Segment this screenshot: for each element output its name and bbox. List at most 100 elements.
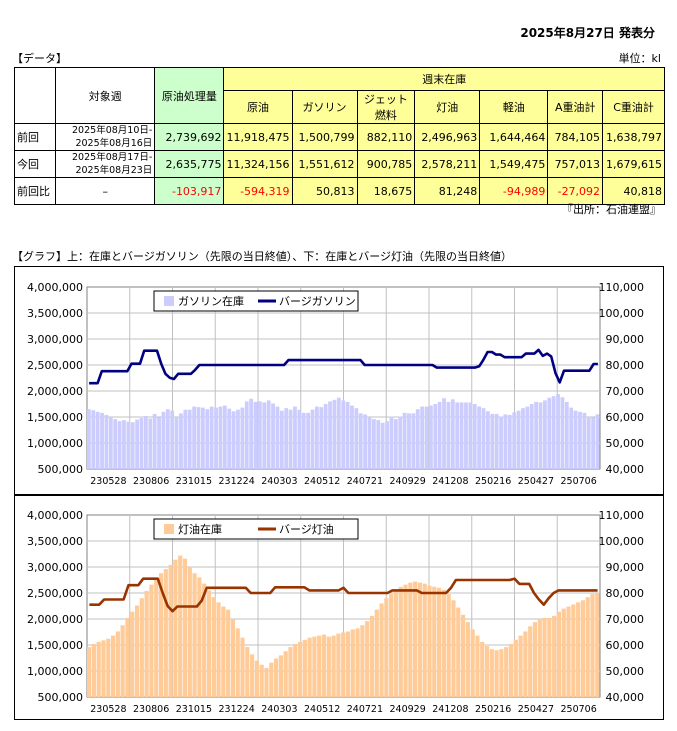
- stock-bar: [91, 410, 96, 469]
- stock-bar: [134, 605, 140, 697]
- y-left-tick-label: 1,500,000: [27, 411, 83, 424]
- legend-label-stock: 灯油在庫: [178, 522, 222, 536]
- stock-bar: [552, 615, 557, 697]
- stock-bar: [451, 600, 456, 697]
- stock-bar: [178, 555, 183, 697]
- diff-kerosene: 81,248: [414, 177, 481, 205]
- y-right-tick-label: 110,000: [599, 509, 645, 522]
- stock-bar: [486, 411, 490, 469]
- stock-bar: [161, 411, 166, 469]
- stock-bar: [393, 589, 399, 697]
- stock-bar: [413, 581, 418, 697]
- stock-bar: [363, 414, 368, 469]
- legend-label-stock: ガソリン在庫: [178, 294, 244, 308]
- stock-crude: 11,918,475: [223, 123, 293, 151]
- stock-bar: [556, 394, 560, 469]
- stock-bar: [595, 593, 600, 697]
- stock-bar: [275, 406, 280, 469]
- stock-bar: [547, 397, 552, 469]
- x-tick-label: 250427: [518, 704, 554, 715]
- stock-kerosene: 2,578,211: [414, 150, 481, 178]
- stock-bar: [130, 611, 135, 697]
- stock-bar: [125, 617, 130, 697]
- stock-bar: [499, 416, 503, 469]
- stock-bar: [157, 417, 161, 469]
- stock-bar: [538, 402, 543, 469]
- x-tick-label: 231224: [218, 704, 254, 715]
- stock-bar: [494, 650, 499, 697]
- price-line: [89, 577, 598, 613]
- gasoline-chart: 500,000 40,000 1,000,000 50,000 1,500,000 60,…: [27, 281, 645, 487]
- stock-bar: [87, 409, 91, 469]
- stock-bar: [245, 647, 250, 697]
- stock-bar: [321, 634, 327, 697]
- stock-bar: [201, 407, 205, 469]
- price-line: [89, 348, 598, 385]
- stock-bar: [420, 406, 425, 469]
- y-left-tick-label: 2,500,000: [27, 587, 83, 600]
- stock-bar: [468, 402, 473, 469]
- stock-bar: [130, 422, 135, 469]
- y-right-tick-label: 100,000: [599, 535, 645, 548]
- y-left-tick-label: 1,500,000: [27, 639, 83, 652]
- y-right-tick-label: 90,000: [606, 561, 645, 574]
- legend-swatch-stock: [164, 296, 174, 306]
- stock-bar: [100, 412, 104, 469]
- stock-bar: [96, 641, 101, 697]
- stock-bar: [398, 586, 403, 697]
- stock-bar: [543, 400, 547, 469]
- y-right-tick-label: 110,000: [599, 281, 645, 294]
- col-header-crude: 原油: [223, 90, 293, 124]
- stock-bar: [216, 602, 221, 697]
- col-processing-header: 原油処理量: [154, 67, 225, 124]
- stock-bar: [284, 408, 289, 469]
- stock-bar: [236, 409, 240, 469]
- stock-bar: [258, 401, 262, 469]
- stock-bar: [477, 406, 482, 469]
- stock-bar: [197, 577, 202, 697]
- stock-bar: [350, 629, 355, 697]
- stock-bar: [358, 413, 363, 469]
- stock-bar: [534, 401, 539, 469]
- stock-bar: [250, 654, 255, 697]
- stock-bar: [475, 635, 480, 697]
- stock-bar: [573, 410, 578, 469]
- stock-bar: [528, 626, 533, 697]
- publish-date: 2025年8月27日 発表分: [520, 26, 655, 40]
- y-left-tick-label: 3,000,000: [27, 561, 83, 574]
- stock-bar: [259, 664, 264, 697]
- stock-bar: [379, 603, 384, 697]
- stock-bar: [126, 421, 131, 469]
- stock-bar: [139, 418, 144, 469]
- y-left-tick-label: 1,000,000: [27, 437, 83, 450]
- stock-bar: [481, 408, 486, 469]
- y-left-tick-label: 4,000,000: [27, 509, 83, 522]
- stock-bar: [122, 420, 126, 469]
- stock-bar: [144, 415, 148, 469]
- stock-diesel: 1,644,464: [479, 123, 549, 151]
- stock-bar: [269, 662, 274, 697]
- y-right-tick-label: 50,000: [606, 665, 645, 678]
- stock-a-heavy: 784,105: [547, 123, 604, 151]
- stock-bar: [508, 643, 514, 697]
- stock-bar: [446, 401, 451, 469]
- stock-bar: [376, 420, 381, 469]
- gasoline-chart-panel: 500,000 40,000 1,000,000 50,000 1,500,000 60,…: [14, 266, 664, 495]
- stock-bar: [328, 401, 332, 469]
- stock-bar: [306, 412, 311, 469]
- stock-bar: [221, 606, 226, 697]
- stock-bar: [432, 586, 437, 697]
- x-tick-label: 240303: [261, 476, 297, 487]
- inventory-table: 対象週 原油処理量 週末在庫 原油 ガソリン ジェット燃料 灯油 軽油 A重油計…: [13, 67, 665, 205]
- stock-bar: [173, 559, 178, 697]
- stock-bar: [211, 597, 216, 697]
- stock-bar: [148, 418, 153, 469]
- stock-bar: [192, 406, 197, 469]
- stock-bar: [297, 409, 302, 469]
- stock-bar: [174, 417, 179, 469]
- stock-bar: [369, 615, 375, 697]
- stock-bar: [591, 417, 596, 469]
- stock-bar: [214, 407, 218, 469]
- stock-bar: [183, 409, 188, 469]
- stock-bar: [288, 409, 293, 469]
